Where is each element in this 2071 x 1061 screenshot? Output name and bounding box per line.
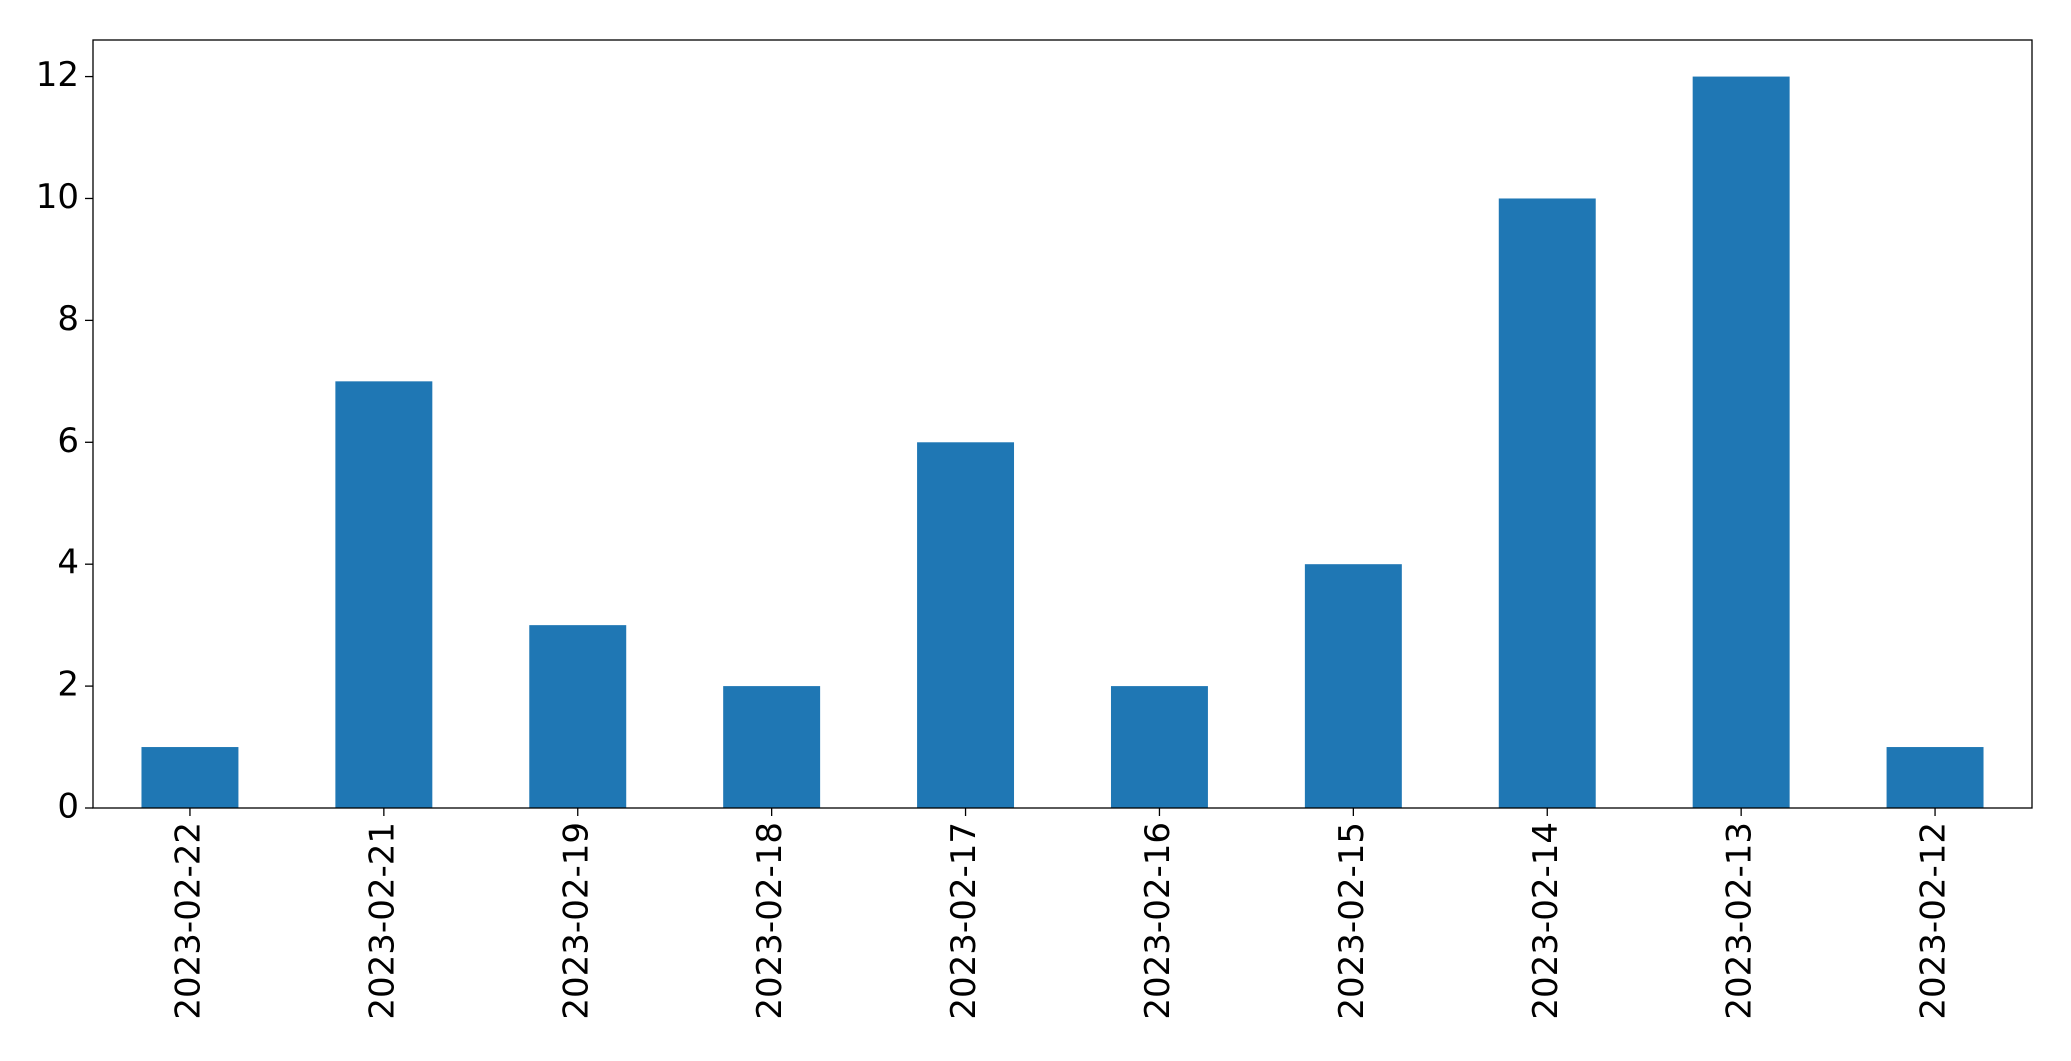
x-tick-label: 2023-02-17 bbox=[944, 822, 984, 1020]
y-tick-label: 2 bbox=[57, 665, 79, 705]
bar bbox=[529, 625, 627, 808]
x-tick-label: 2023-02-14 bbox=[1526, 822, 1566, 1020]
y-tick-label: 8 bbox=[57, 299, 79, 339]
bar bbox=[1304, 564, 1402, 808]
x-tick-label: 2023-02-15 bbox=[1332, 822, 1372, 1020]
bar bbox=[1110, 686, 1208, 808]
x-tick-label: 2023-02-19 bbox=[556, 822, 596, 1020]
x-tick-label: 2023-02-13 bbox=[1720, 822, 1760, 1020]
y-tick-label: 6 bbox=[57, 421, 79, 461]
plot-frame bbox=[92, 39, 2033, 809]
x-tick-label: 2023-02-22 bbox=[168, 822, 208, 1020]
x-tick-label: 2023-02-18 bbox=[750, 822, 790, 1020]
y-tick-label: 12 bbox=[36, 55, 79, 95]
bar bbox=[335, 381, 433, 808]
y-tick-label: 4 bbox=[57, 543, 79, 583]
bar bbox=[1498, 198, 1596, 808]
bar bbox=[1692, 76, 1790, 809]
bar bbox=[1886, 747, 1984, 808]
x-tick-label: 2023-02-12 bbox=[1914, 822, 1954, 1020]
x-tick-label: 2023-02-16 bbox=[1138, 822, 1178, 1020]
bar bbox=[723, 686, 821, 808]
y-tick-label: 10 bbox=[36, 177, 79, 217]
bar bbox=[141, 747, 239, 808]
y-tick-label: 0 bbox=[57, 787, 79, 827]
bar bbox=[917, 442, 1015, 808]
x-tick-label: 2023-02-21 bbox=[362, 822, 402, 1020]
